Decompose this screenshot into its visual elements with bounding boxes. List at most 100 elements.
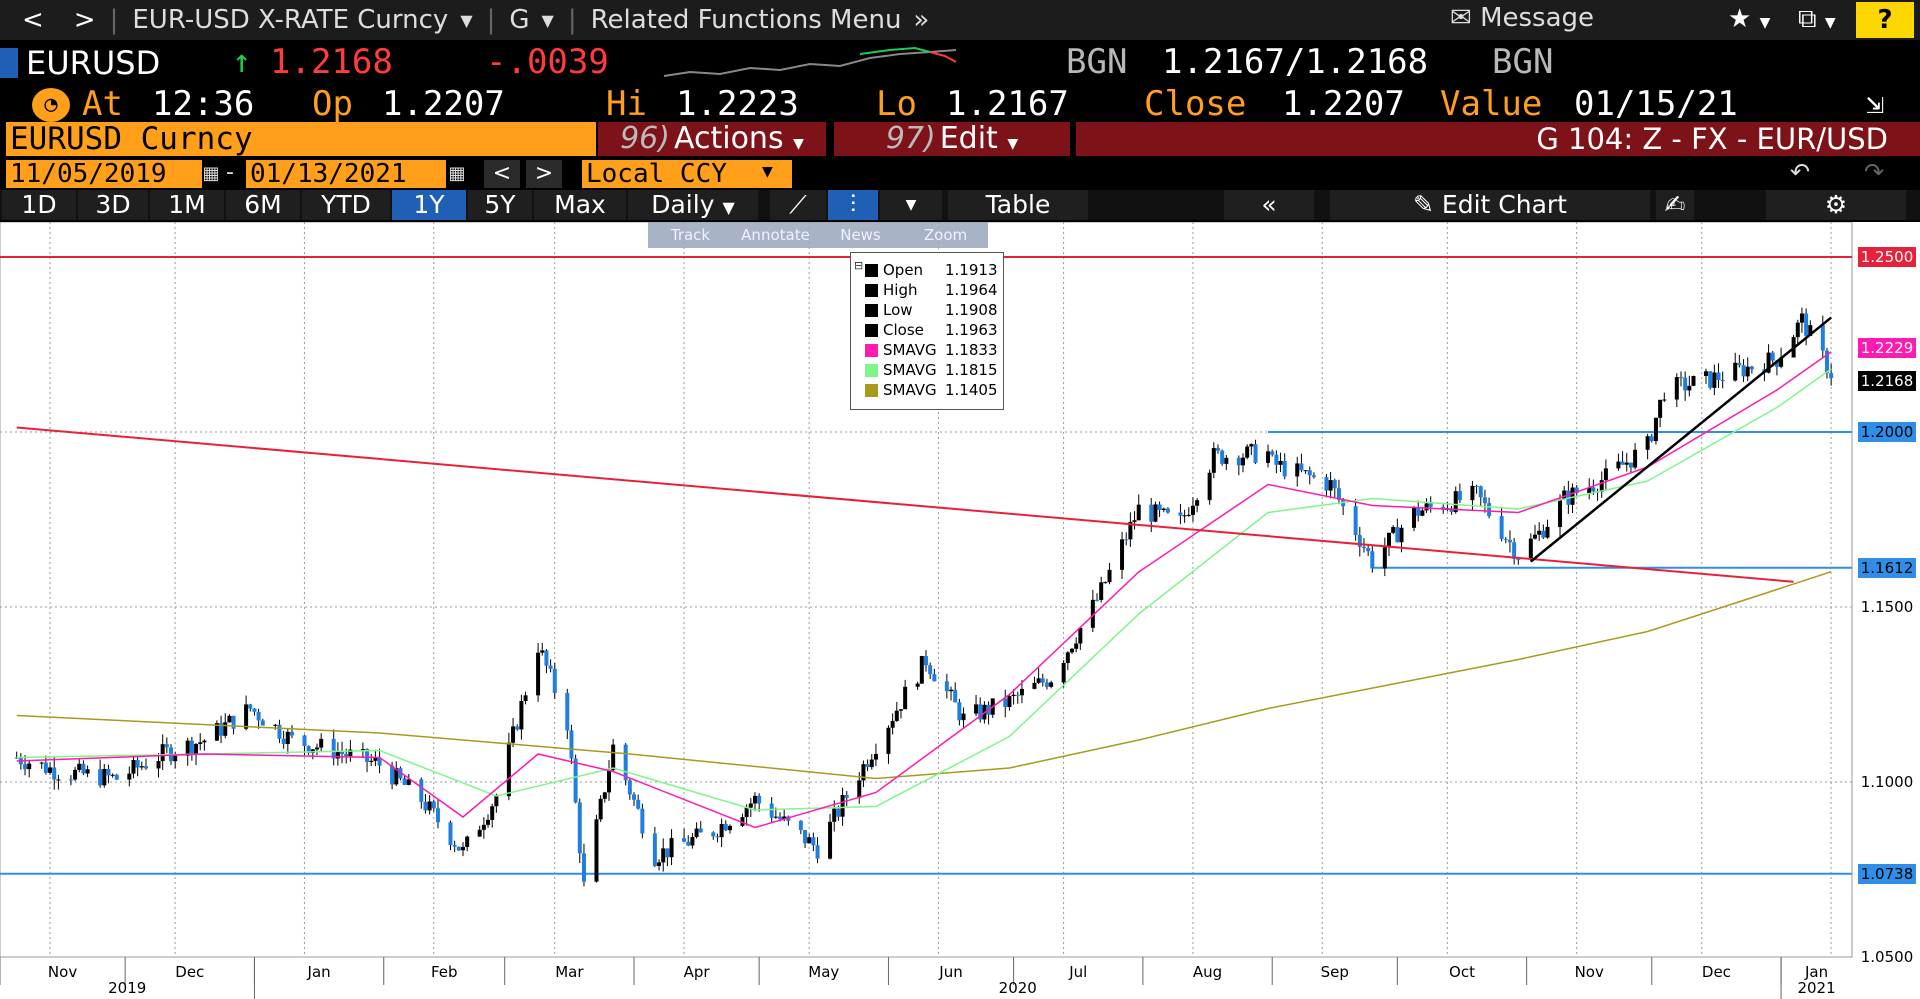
candle-body [1424, 503, 1429, 511]
candle-body [1574, 487, 1579, 494]
function-menu[interactable]: G [509, 5, 530, 35]
legend-label: Close [883, 321, 924, 339]
favorites-star-icon[interactable]: ★ ▼ [1728, 4, 1771, 34]
start-date-field[interactable]: 11/05/2019 [6, 160, 202, 188]
tab-ytd[interactable]: YTD [302, 190, 390, 220]
draw-icon[interactable]: ✍ [1656, 190, 1694, 220]
currency-select[interactable]: Local CCY [582, 160, 792, 188]
candle-body [198, 742, 203, 745]
candle-body [598, 798, 603, 820]
candle-body [1541, 530, 1546, 538]
candle-body [465, 836, 470, 847]
candle-body [344, 753, 349, 757]
candle-body [757, 795, 762, 804]
edit-chart-button[interactable]: ✎ Edit Chart [1330, 190, 1650, 220]
zoom-tool[interactable]: Zoom [923, 226, 968, 244]
candle-body [1136, 504, 1141, 521]
candle-body [1512, 542, 1517, 559]
candle-body [857, 780, 862, 798]
undo-icon[interactable]: ↶ [1790, 158, 1811, 186]
back-button[interactable]: < [22, 5, 44, 35]
candle-body [1416, 507, 1421, 516]
collapse-icon[interactable]: « [1224, 190, 1314, 220]
forward-button[interactable]: > [73, 5, 96, 35]
candle-body [189, 740, 194, 755]
edit-menu[interactable]: 97) Edit ▼ [834, 122, 1070, 156]
candle-body [302, 735, 307, 747]
chevron-down-icon[interactable]: ▼ [880, 190, 942, 220]
redo-icon[interactable]: ↷ [1864, 158, 1885, 186]
candle-body [719, 824, 724, 838]
collapse-legend-icon[interactable]: ⊟ [854, 259, 864, 272]
chevron-down-icon[interactable]: ▼ [541, 10, 554, 30]
candle-body [1720, 380, 1725, 382]
candle-body [773, 816, 778, 818]
candle-body [1078, 627, 1083, 644]
tab-1y[interactable]: 1Y [392, 190, 466, 220]
tab-1m[interactable]: 1M [150, 190, 224, 220]
track-tool[interactable]: Track [670, 226, 711, 244]
candlestick-icon[interactable]: ⫶ [828, 190, 878, 220]
help-button[interactable]: ? [1856, 2, 1914, 38]
high-label: Hi [606, 84, 647, 124]
chevron-down-icon[interactable]: ▼ [762, 164, 773, 180]
x-tick-label: May [808, 963, 839, 981]
tab-1d[interactable]: 1D [2, 190, 76, 220]
x-tick-label: Aug [1193, 963, 1222, 981]
message-button[interactable]: ✉ Message [1450, 3, 1594, 33]
candle-body [932, 674, 937, 682]
candle-body [481, 824, 486, 830]
candle-body [1266, 451, 1271, 463]
candle-body [1653, 417, 1658, 442]
frequency-select[interactable]: Daily ▼ [628, 190, 758, 220]
calendar-icon[interactable]: ▦ [202, 163, 220, 184]
news-tool[interactable]: News [840, 226, 881, 244]
candle-body [1157, 504, 1162, 510]
export-icon[interactable]: ⇲ [1866, 86, 1885, 121]
chevron-down-icon[interactable]: ▼ [460, 10, 473, 30]
tab-max[interactable]: Max [534, 190, 626, 220]
security-menu[interactable]: EUR-USD X-RATE Curncy [132, 5, 449, 35]
tab-6m[interactable]: 6M [226, 190, 300, 220]
end-date-field[interactable]: 01/13/2021 [246, 160, 446, 188]
next-period-button[interactable]: > [526, 160, 562, 188]
tab-5y[interactable]: 5Y [468, 190, 532, 220]
price-label: 1.2229 [1858, 337, 1916, 358]
candle-body [1683, 377, 1688, 391]
tab-3d[interactable]: 3D [78, 190, 148, 220]
actions-menu[interactable]: 96) Actions ▼ [598, 122, 826, 156]
message-label: Message [1480, 3, 1595, 33]
candle-body [623, 744, 628, 781]
candle-body [1599, 480, 1604, 492]
double-chevron-down-icon[interactable]: » [913, 5, 930, 35]
candle-body [106, 768, 111, 776]
candle-body [1537, 530, 1542, 535]
actions-number: 96) [620, 121, 670, 156]
edit-chart-label: Edit Chart [1441, 190, 1567, 219]
candle-body [1332, 480, 1337, 489]
calendar-icon[interactable]: ▦ [448, 163, 466, 184]
security-name[interactable]: EURUSD Curncy [6, 122, 596, 156]
candle-body [1482, 497, 1487, 504]
prev-period-button[interactable]: < [484, 160, 520, 188]
candle-body [1399, 527, 1404, 543]
window-menu-icon[interactable]: ⧉ ▼ [1798, 4, 1836, 34]
table-button[interactable]: Table [948, 190, 1088, 220]
candle-body [219, 723, 224, 736]
line-chart-icon[interactable]: ⟋ [770, 190, 826, 220]
candle-body [1274, 454, 1279, 465]
candle-body [110, 774, 115, 776]
candle-body [48, 767, 53, 773]
legend-swatch [865, 304, 878, 317]
candle-body [1311, 475, 1316, 478]
candle-body [536, 652, 541, 696]
candle-body [340, 751, 345, 754]
settings-gear-icon[interactable]: ⚙ [1766, 190, 1906, 220]
related-functions-menu[interactable]: Related Functions Menu [590, 5, 902, 35]
candle-body [448, 822, 453, 845]
annotate-tool[interactable]: Annotate [741, 226, 810, 244]
legend-swatch [865, 264, 878, 277]
candle-body [1069, 648, 1074, 653]
net-change: -.0039 [486, 42, 609, 82]
candle-body [1019, 688, 1024, 696]
